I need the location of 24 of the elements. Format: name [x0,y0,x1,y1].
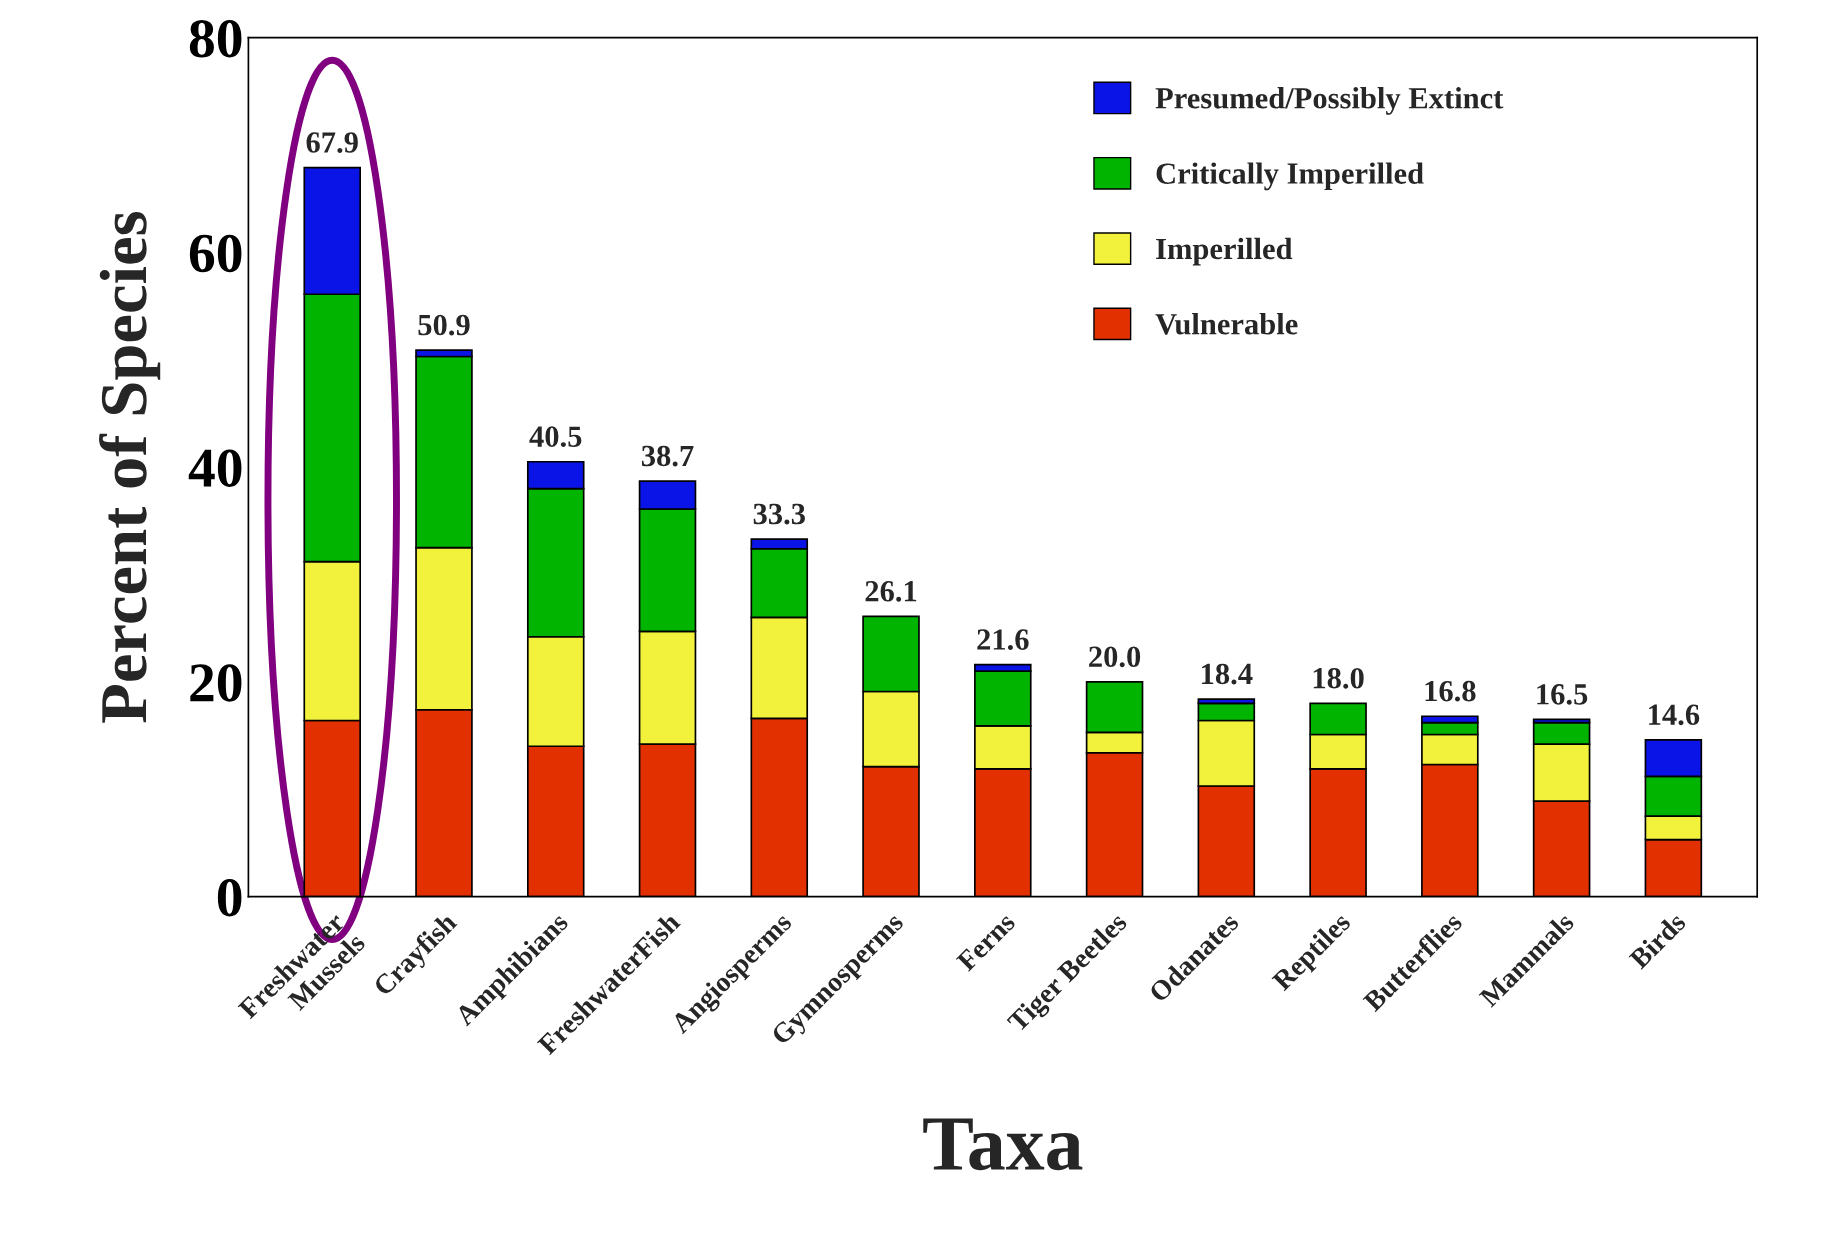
total-label: 16.8 [1425,680,1476,702]
legend-label: Critically Imperilled [1156,162,1424,191]
total-label: 16.5 [1537,684,1588,705]
total-label: 67.9 [306,132,358,153]
total-label: 38.7 [641,445,694,467]
y-tick-label: 80 [189,19,242,58]
total-label: 50.9 [418,314,470,336]
y-tick-label: 60 [189,234,242,273]
total-label: 33.3 [753,503,805,525]
y-axis-title: Percent of Species [99,212,161,723]
total-label: 40.5 [529,426,582,448]
total-label: 14.6 [1649,704,1700,726]
total-label: 20.0 [1089,646,1141,668]
x-axis-title: Taxa [923,1118,1083,1171]
legend-label: Imperilled [1156,237,1293,266]
legend-label: Presumed/Possibly Extinct [1155,87,1504,115]
y-tick-label: 20 [190,664,242,702]
total-label: 18.4 [1202,663,1253,685]
y-tick-label: 40 [188,449,242,487]
total-label: 18.0 [1313,667,1364,689]
total-label: 21.6 [977,629,1029,651]
legend-label: Vulnerable [1155,313,1298,335]
y-tick-label: 0 [217,878,242,917]
total-label: 26.1 [865,581,917,602]
